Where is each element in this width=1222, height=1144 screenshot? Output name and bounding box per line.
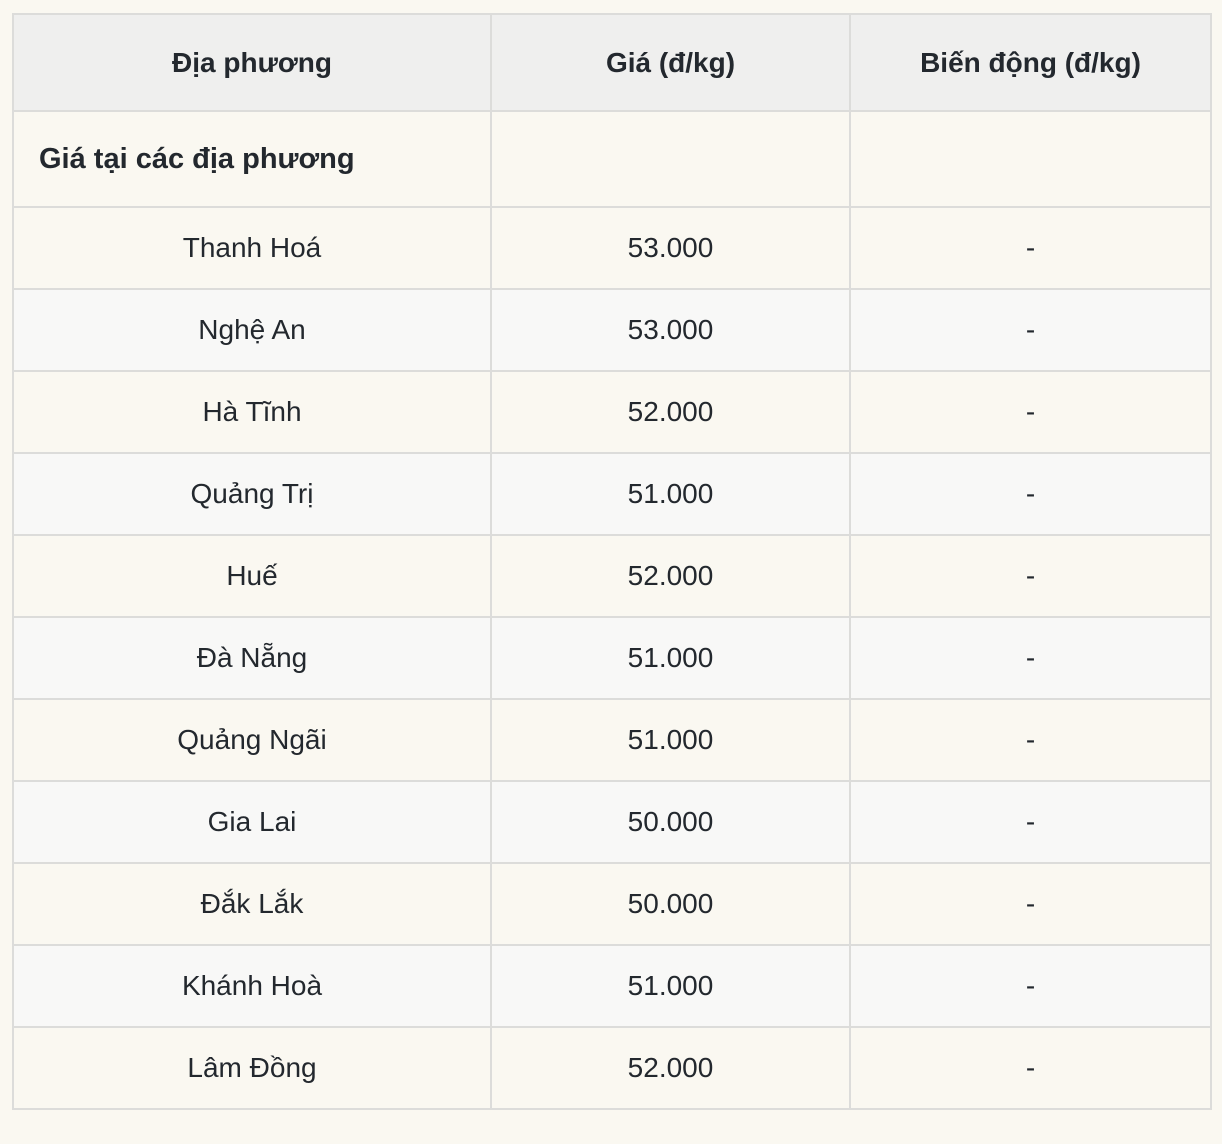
locality-cell: Quảng Ngãi: [12, 698, 492, 782]
table-row: Quảng Trị 51.000-: [12, 452, 1212, 536]
table-row: Đà Nẵng 51.000-: [12, 616, 1212, 700]
locality-cell: Quảng Trị: [12, 452, 492, 536]
price-cell: 51.000: [490, 698, 851, 782]
header-row: Địa phương Giá (đ/kg) Biến động (đ/kg): [12, 13, 1212, 112]
locality-cell: Đà Nẵng: [12, 616, 492, 700]
change-cell: -: [849, 780, 1212, 864]
locality-cell: Khánh Hoà: [12, 944, 492, 1028]
price-cell: 51.000: [490, 452, 851, 536]
table-row: Lâm Đồng 52.000-: [12, 1026, 1212, 1110]
change-cell: -: [849, 616, 1212, 700]
locality-cell: Nghệ An: [12, 288, 492, 372]
price-cell: 51.000: [490, 616, 851, 700]
change-cell: -: [849, 698, 1212, 782]
locality-cell: Thanh Hoá: [12, 206, 492, 290]
section-row: Giá tại các địa phương: [12, 110, 1212, 208]
column-header-change: Biến động (đ/kg): [849, 13, 1212, 112]
table-row: Nghệ An 53.000-: [12, 288, 1212, 372]
column-header-price: Giá (đ/kg): [490, 13, 851, 112]
change-cell: -: [849, 288, 1212, 372]
price-cell: 52.000: [490, 534, 851, 618]
locality-price-table: Địa phương Giá (đ/kg) Biến động (đ/kg) G…: [12, 13, 1212, 1110]
price-cell: 53.000: [490, 288, 851, 372]
locality-cell: Gia Lai: [12, 780, 492, 864]
section-empty-change-cell: [849, 110, 1212, 208]
section-empty-price-cell: [490, 110, 851, 208]
locality-cell: Đắk Lắk: [12, 862, 492, 946]
price-cell: 50.000: [490, 780, 851, 864]
change-cell: -: [849, 452, 1212, 536]
change-cell: -: [849, 206, 1212, 290]
table-row: Đắk Lắk 50.000-: [12, 862, 1212, 946]
table-row: Thanh Hoá 53.000-: [12, 206, 1212, 290]
change-cell: -: [849, 944, 1212, 1028]
locality-cell: Lâm Đồng: [12, 1026, 492, 1110]
change-cell: -: [849, 1026, 1212, 1110]
table-row: Quảng Ngãi 51.000-: [12, 698, 1212, 782]
change-cell: -: [849, 534, 1212, 618]
change-cell: -: [849, 370, 1212, 454]
change-cell: -: [849, 862, 1212, 946]
price-cell: 51.000: [490, 944, 851, 1028]
price-cell: 53.000: [490, 206, 851, 290]
table-row: Gia Lai 50.000-: [12, 780, 1212, 864]
table-row: Hà Tĩnh 52.000-: [12, 370, 1212, 454]
locality-cell: Huế: [12, 534, 492, 618]
table-row: Huế 52.000-: [12, 534, 1212, 618]
column-header-locality: Địa phương: [12, 13, 492, 112]
price-cell: 52.000: [490, 1026, 851, 1110]
section-label: Giá tại các địa phương: [12, 110, 492, 208]
locality-cell: Hà Tĩnh: [12, 370, 492, 454]
price-cell: 50.000: [490, 862, 851, 946]
price-cell: 52.000: [490, 370, 851, 454]
table-row: Khánh Hoà 51.000-: [12, 944, 1212, 1028]
